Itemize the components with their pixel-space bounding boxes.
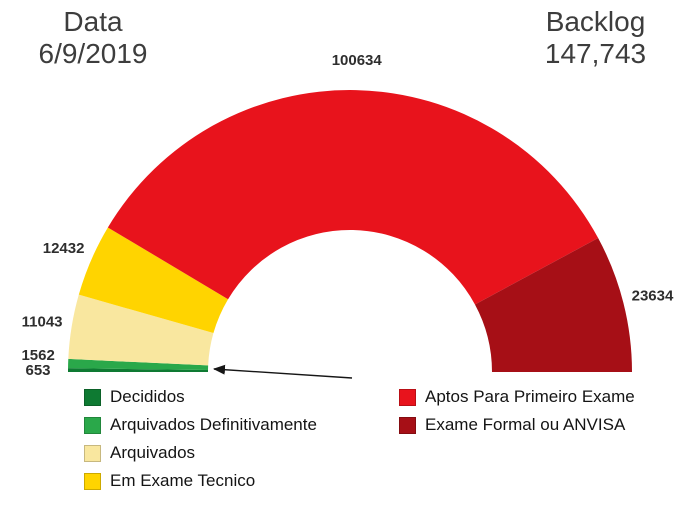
segment-exame-formal-ou-anvisa: [474, 238, 632, 372]
date-label: Data: [63, 6, 123, 37]
legend-item-arquivados: Arquivados: [84, 439, 317, 467]
legend-label-arquivados: Arquivados: [110, 443, 196, 462]
legend-item-aptos-para-primeiro-exame: Aptos Para Primeiro Exame: [399, 383, 635, 411]
segment-arquivados-definitivamente: [68, 358, 209, 371]
segment-value-em-exame-tecnico: 12432: [43, 240, 85, 257]
segment-value-arquivados-definitivamente: 1562: [21, 347, 54, 364]
legend-left-column: Decididos Arquivados Definitivamente Arqui…: [84, 383, 317, 495]
legend-right-column: Aptos Para Primeiro Exame Exame Formal ou…: [399, 383, 635, 439]
annotation-arrow: [213, 364, 353, 379]
legend-swatch-em-exame-tecnico: [84, 472, 101, 490]
segment-arquivados: [68, 294, 214, 366]
legend-swatch-arquivados: [84, 444, 101, 462]
legend-item-decididos: Decididos: [84, 383, 317, 411]
legend-label-exame-formal-ou-anvisa: Exame Formal ou ANVISA: [425, 415, 626, 434]
legend-label-decididos: Decididos: [110, 387, 185, 406]
legend-swatch-arquivados-definitivamente: [84, 416, 101, 434]
legend-swatch-exame-formal-ou-anvisa: [399, 416, 416, 434]
backlog-value: 147,743: [544, 38, 647, 69]
legend-label-arquivados-definitivamente: Arquivados Definitivamente: [110, 415, 317, 434]
segment-em-exame-tecnico: [78, 227, 229, 334]
segment-decididos: [68, 368, 209, 372]
segment-value-decididos: 653: [25, 362, 50, 379]
legend-item-arquivados-definitivamente: Arquivados Definitivamente: [84, 411, 317, 439]
legend-item-em-exame-tecnico: Em Exame Tecnico: [84, 467, 317, 495]
segment-value-exame-formal-ou-anvisa: 23634: [632, 288, 674, 305]
date-value: 6/9/2019: [38, 38, 148, 69]
segment-aptos-para-primeiro-exame: [107, 90, 599, 305]
backlog-block: Backlog 147,743: [513, 6, 678, 70]
segment-value-arquivados: 11043: [22, 314, 63, 331]
backlog-label: Backlog: [545, 6, 646, 37]
legend-label-em-exame-tecnico: Em Exame Tecnico: [110, 471, 256, 490]
legend-label-aptos-para-primeiro-exame: Aptos Para Primeiro Exame: [425, 387, 635, 406]
segment-value-aptos-para-primeiro-exame: 100634: [332, 52, 383, 69]
legend-swatch-aptos-para-primeiro-exame: [399, 388, 416, 406]
legend-swatch-decididos: [84, 388, 101, 406]
legend-item-exame-formal-ou-anvisa: Exame Formal ou ANVISA: [399, 411, 635, 439]
date-block: Data 6/9/2019: [18, 6, 168, 70]
